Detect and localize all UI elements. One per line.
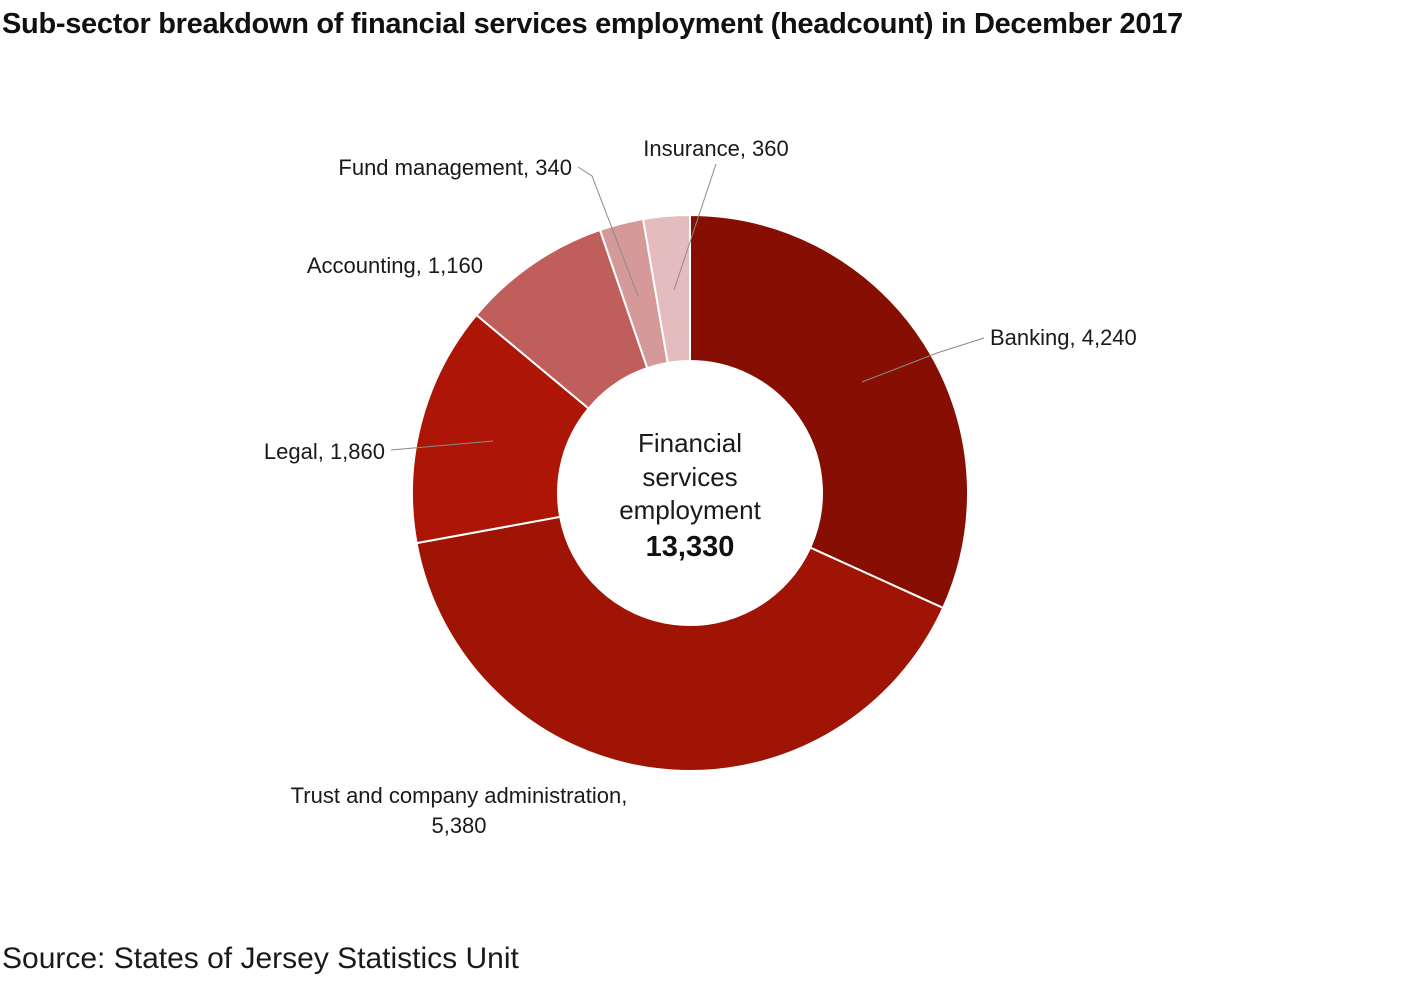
- slice-label-insurance: Insurance, 360: [643, 136, 789, 161]
- slice-label-banking: Banking, 4,240: [990, 325, 1137, 350]
- slice-label-legal: Legal, 1,860: [264, 439, 385, 464]
- center-total: 13,330: [646, 531, 735, 563]
- leader-line-banking: [861, 337, 985, 383]
- leader-line-fund-management: [577, 166, 639, 297]
- source-note: Source: States of Jersey Statistics Unit: [2, 942, 519, 975]
- slice-insurance: [641, 213, 691, 365]
- slice-label-trust-and-company-administration-line-1: Trust and company administration,: [291, 783, 628, 808]
- center-line-3: employment: [619, 495, 761, 525]
- leader-line-legal: [390, 440, 494, 451]
- center-line-2: services: [642, 462, 737, 492]
- slice-label-trust-and-company-administration-line-2: 5,380: [431, 813, 486, 838]
- slice-trust-and-company-administration: [415, 515, 945, 772]
- slice-labels: Banking, 4,240 Trust and company administ…: [264, 136, 1137, 838]
- chart-title: Sub-sector breakdown of financial servic…: [2, 8, 1183, 40]
- slice-label-fund-management: Fund management, 340: [338, 155, 572, 180]
- leader-line-insurance: [673, 163, 717, 291]
- center-label: Financial services employment 13,330: [619, 428, 761, 563]
- leader-lines: [390, 163, 985, 451]
- center-line-1: Financial: [638, 428, 742, 458]
- slice-banking: [689, 213, 969, 610]
- slices: [411, 213, 969, 772]
- slice-label-accounting: Accounting, 1,160: [307, 253, 483, 278]
